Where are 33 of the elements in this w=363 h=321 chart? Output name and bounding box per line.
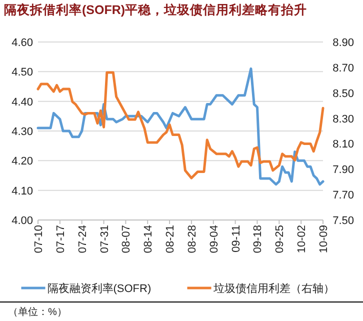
y-tick-label: 4.60 [12,37,33,49]
x-tick-label: 09-04 [208,225,220,254]
x-tick-label: 08-21 [164,225,177,254]
x-tick-label: 09-25 [274,225,286,254]
note: （单位：%） [8,307,67,318]
x-tick-label: 07-10 [33,225,45,254]
x-tick-label: 10-09 [318,225,330,254]
x-tick-label: 07-31 [98,225,111,254]
y2-tick-label: 7.70 [332,190,354,202]
y-tick-label: 4.30 [12,126,33,138]
x-tick-label: 07-17 [54,225,67,254]
y2-tick-label: 8.90 [332,37,354,49]
y2-tick-label: 8.30 [332,113,354,126]
y-tick-label: 4.40 [12,96,33,108]
x-tick-label: 07-24 [76,225,89,254]
legend-label: 垃圾债信用利差（右轴） [212,282,334,295]
legend-label: 隔夜融资利率(SOFR) [47,282,152,295]
x-tick-label: 08-28 [186,225,198,254]
x-tick-label: 09-18 [252,225,264,254]
y2-tick-label: 8.50 [332,88,354,100]
y2-tick-label: 8.10 [332,138,354,151]
x-tick-label: 10-02 [296,225,308,254]
y2-tick-label: 8.70 [332,62,354,74]
y-tick-label: 4.50 [12,66,33,79]
y2-tick-label: 7.90 [332,164,354,176]
y2-tick-label: 7.50 [332,215,354,227]
y-tick-label: 4.20 [12,156,33,168]
x-tick-label: 08-07 [120,225,133,254]
y-tick-label: 4.10 [12,185,33,198]
x-tick-label: 08-14 [142,225,155,254]
x-tick-label: 09-11 [230,225,242,252]
y-tick-label: 4.00 [12,215,33,227]
title: 隔夜拆借利率(SOFR)平稳，垃圾债信用利差略有抬升 [4,3,308,17]
